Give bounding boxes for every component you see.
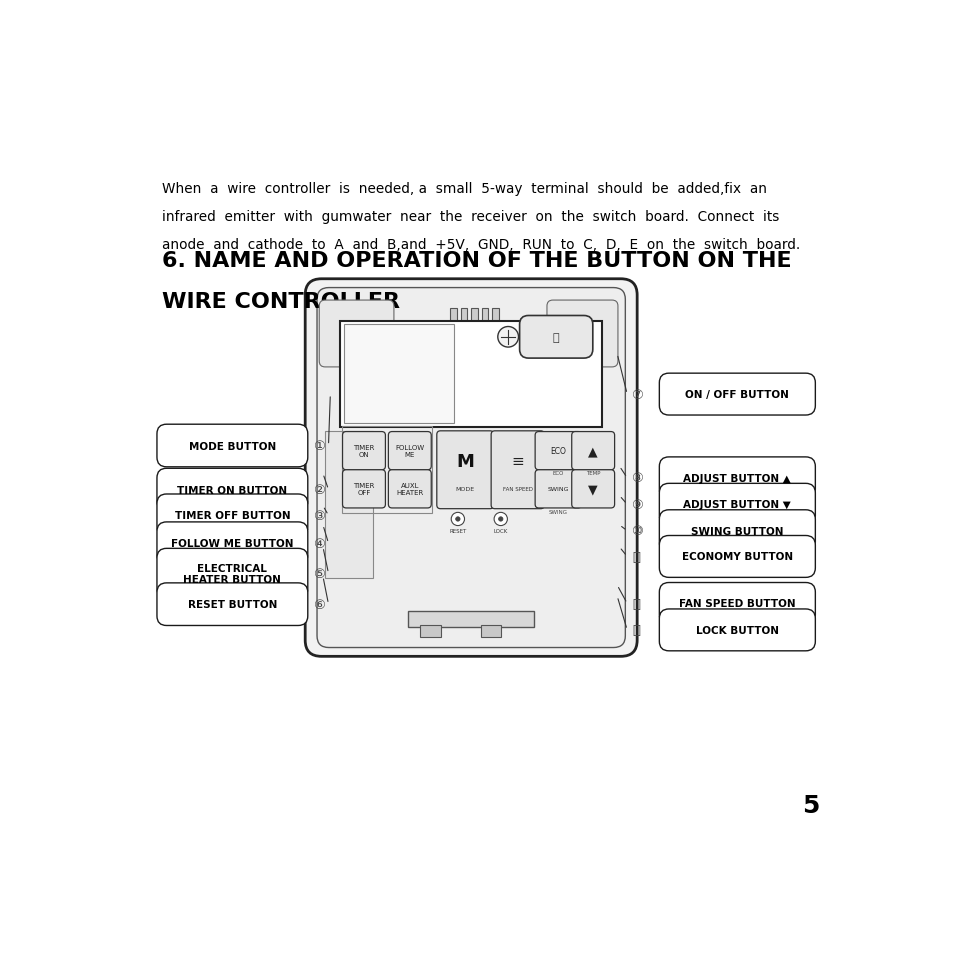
FancyBboxPatch shape [388,470,431,508]
FancyBboxPatch shape [659,484,815,526]
Text: ▼: ▼ [588,483,598,496]
Circle shape [498,517,502,521]
Text: TIMER
ON: TIMER ON [353,445,375,457]
Text: ③: ③ [313,509,324,522]
FancyBboxPatch shape [659,374,815,416]
FancyBboxPatch shape [157,522,308,565]
Text: ⏻: ⏻ [553,333,558,342]
Text: RESET: RESET [449,528,466,534]
Text: ⑦: ⑦ [630,388,642,401]
Text: ON / OFF BUTTON: ON / OFF BUTTON [684,390,788,399]
FancyBboxPatch shape [571,470,614,508]
Text: MODE: MODE [456,486,475,491]
Bar [471,309,477,339]
Text: M: M [456,453,474,471]
Circle shape [497,327,518,348]
Text: TIMER ON BUTTON: TIMER ON BUTTON [177,485,287,495]
Text: LOCK: LOCK [493,528,507,534]
Bar [492,309,498,339]
Text: ④: ④ [313,537,324,550]
Bar [480,626,501,638]
Text: MODE BUTTON: MODE BUTTON [189,441,275,451]
FancyBboxPatch shape [659,510,815,552]
Text: ①: ① [313,439,324,453]
Text: TIMER OFF BUTTON: TIMER OFF BUTTON [174,511,290,520]
Text: SWING: SWING [547,487,569,492]
Bar [343,325,454,424]
Text: When  a  wire  controller  is  needed, a  small  5-way  terminal  should  be  ad: When a wire controller is needed, a smal… [162,182,766,196]
FancyBboxPatch shape [659,583,815,625]
Bar [460,309,467,339]
Text: ⑤: ⑤ [313,567,324,580]
Text: LOCK BUTTON: LOCK BUTTON [695,625,778,636]
Circle shape [494,513,507,526]
FancyBboxPatch shape [535,470,581,508]
FancyBboxPatch shape [157,425,308,467]
Text: ⑩: ⑩ [630,525,642,537]
Text: ≡: ≡ [511,454,523,469]
Text: AUXL
HEATER: AUXL HEATER [395,483,423,496]
Text: RESET BUTTON: RESET BUTTON [188,599,276,610]
FancyBboxPatch shape [546,301,618,368]
Bar [339,321,601,428]
FancyBboxPatch shape [157,469,308,512]
Text: ⑪: ⑪ [632,550,640,563]
Text: SWING: SWING [548,509,567,515]
Text: FOLLOW
ME: FOLLOW ME [395,445,424,457]
Text: ADJUST BUTTON ▼: ADJUST BUTTON ▼ [682,499,790,510]
Text: anode  and  cathode  to  A  and  B,and  +5V,  GND,  RUN  to  C,  D,  E  on  the : anode and cathode to A and B,and +5V, GN… [162,237,800,252]
FancyBboxPatch shape [157,549,308,598]
FancyBboxPatch shape [491,432,544,509]
Circle shape [456,517,459,521]
FancyBboxPatch shape [659,609,815,651]
Bar [325,432,373,578]
FancyBboxPatch shape [659,536,815,578]
FancyBboxPatch shape [316,288,624,648]
Circle shape [451,513,464,526]
Text: SWING BUTTON: SWING BUTTON [690,526,782,537]
Text: ADJUST BUTTON ▲: ADJUST BUTTON ▲ [682,474,790,483]
Text: ▲: ▲ [588,445,598,457]
Text: ⑨: ⑨ [630,498,642,511]
FancyBboxPatch shape [319,301,394,368]
FancyBboxPatch shape [157,495,308,537]
Text: ECO: ECO [550,447,566,456]
Text: FOLLOW ME BUTTON: FOLLOW ME BUTTON [171,538,294,549]
FancyBboxPatch shape [519,316,592,358]
Text: ⑫: ⑫ [632,598,640,610]
FancyBboxPatch shape [305,279,637,657]
Text: FAN SPEED: FAN SPEED [502,486,532,491]
Text: ELECTRICAL
HEATER BUTTON: ELECTRICAL HEATER BUTTON [183,563,281,584]
FancyBboxPatch shape [571,432,614,470]
FancyBboxPatch shape [342,432,385,470]
Text: ⑧: ⑧ [630,472,642,485]
FancyBboxPatch shape [535,432,581,470]
Text: ECONOMY BUTTON: ECONOMY BUTTON [681,552,792,562]
Bar [341,427,432,514]
Bar [481,309,488,339]
Text: TIMER
OFF: TIMER OFF [353,483,375,496]
Text: ⑬: ⑬ [632,623,640,637]
Text: ECO: ECO [552,471,563,476]
Text: ②: ② [313,483,324,497]
Text: WIRE CONTROLLER: WIRE CONTROLLER [162,292,399,312]
Text: 6. NAME AND OPERATION OF THE BUTTON ON THE: 6. NAME AND OPERATION OF THE BUTTON ON T… [162,251,791,271]
FancyBboxPatch shape [342,470,385,508]
Text: TEMP: TEMP [585,471,599,476]
Text: FAN SPEED BUTTON: FAN SPEED BUTTON [679,598,795,609]
FancyBboxPatch shape [436,432,494,509]
Bar [450,309,456,339]
Bar [408,611,534,627]
FancyBboxPatch shape [157,583,308,626]
Text: infrared  emitter  with  gumwater  near  the  receiver  on  the  switch  board. : infrared emitter with gumwater near the … [162,210,779,224]
Bar [419,626,440,638]
FancyBboxPatch shape [659,457,815,499]
Text: 5: 5 [801,794,819,818]
Text: ⑥: ⑥ [313,598,324,611]
FancyBboxPatch shape [388,432,431,470]
